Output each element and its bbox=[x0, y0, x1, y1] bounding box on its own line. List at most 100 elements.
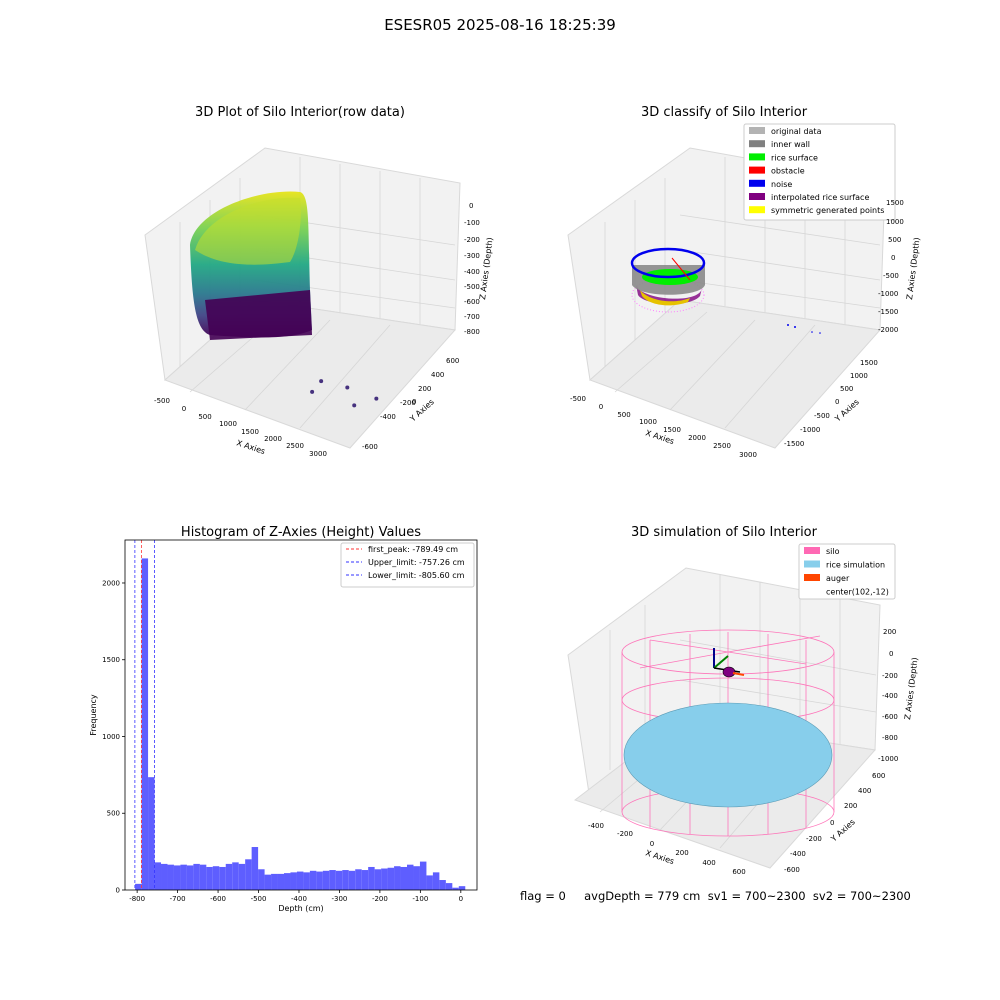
hist-ytick-label: 500 bbox=[107, 810, 120, 818]
ax2-legend-swatch bbox=[749, 193, 765, 200]
hist-legend-label: Lower_limit: -805.60 cm bbox=[368, 571, 465, 580]
ax1-y-ticks: -600 -400 -200 0 200 400 600 bbox=[362, 357, 459, 451]
ax1-xtick: 1000 bbox=[219, 420, 237, 428]
ax4-ztick: -600 bbox=[882, 713, 898, 721]
ax2-ytick: -1000 bbox=[800, 426, 820, 434]
ax2-ztick: 0 bbox=[891, 254, 895, 262]
ax4-ytick: -600 bbox=[784, 866, 800, 874]
hist-bar bbox=[251, 847, 259, 890]
ax2-noise-point bbox=[794, 326, 796, 328]
ax1-ytick: 400 bbox=[431, 371, 444, 379]
hist-bar bbox=[381, 868, 388, 890]
hist-bar bbox=[419, 861, 427, 890]
ax4-legend-label: silo bbox=[826, 547, 840, 556]
ax1-noise-point bbox=[345, 385, 350, 390]
ax1-ztick: -100 bbox=[464, 219, 480, 227]
ax2-ztick: 500 bbox=[888, 236, 901, 244]
ax2-zlabel: Z Axies (Depth) bbox=[905, 237, 922, 300]
hist-bar bbox=[407, 864, 414, 890]
ax2-noise-point bbox=[819, 332, 821, 334]
ax4-ytick: 200 bbox=[844, 802, 857, 810]
ax4-legend-label: rice simulation bbox=[826, 561, 885, 570]
hist-bar bbox=[219, 866, 226, 890]
ax2-ytick: -500 bbox=[814, 412, 830, 420]
hist-bar bbox=[245, 859, 252, 890]
hist-bar bbox=[348, 870, 356, 890]
hist-xtick-label: -200 bbox=[372, 895, 388, 903]
ax2-ytick: 1000 bbox=[850, 372, 868, 380]
hist-bar bbox=[445, 883, 453, 890]
hist-xtick-label: -500 bbox=[251, 895, 267, 903]
ax2-ztick: -500 bbox=[883, 272, 899, 280]
hist-bar bbox=[232, 862, 239, 890]
ax1-xlabel: X Axies bbox=[235, 438, 266, 456]
ax2-x-ticks: -500 0 500 1000 1500 2000 2500 3000 bbox=[570, 395, 757, 459]
ax2-obstacle bbox=[671, 257, 691, 281]
hist-xtick-label: -100 bbox=[412, 895, 428, 903]
hist-bar bbox=[212, 866, 220, 890]
ax2-noise-rim bbox=[630, 247, 706, 279]
ax2-xtick: 500 bbox=[617, 411, 630, 419]
ax2-xtick: 2500 bbox=[713, 442, 731, 450]
ax2-symmetric-points bbox=[631, 277, 705, 313]
ax4-legend-swatch bbox=[804, 560, 820, 568]
ax4-ztick: 0 bbox=[889, 650, 893, 658]
hist-xtick-label: 0 bbox=[459, 895, 463, 903]
simulation-3d-plot: 3D simulation of Silo Interior bbox=[567, 525, 920, 876]
ax4-legend-label: auger bbox=[826, 574, 850, 583]
hist-xtick-label: -700 bbox=[170, 895, 186, 903]
ax1-ztick: -600 bbox=[464, 298, 480, 306]
hist-bar bbox=[368, 866, 375, 890]
ax2-ztick: -2000 bbox=[878, 326, 898, 334]
ax4-ytick: 0 bbox=[830, 819, 834, 827]
hist-bar bbox=[309, 870, 317, 890]
ax4-xtick: 600 bbox=[732, 868, 745, 876]
hist-bar bbox=[148, 777, 155, 890]
hist-bars bbox=[135, 558, 466, 890]
ax1-xtick: 2500 bbox=[286, 442, 304, 450]
ax2-ztick: -1500 bbox=[878, 308, 898, 316]
ax2-xtick: -500 bbox=[570, 395, 586, 403]
hist-ytick-label: 1000 bbox=[102, 733, 120, 741]
ax4-auger bbox=[722, 666, 736, 678]
ax1-xtick: 0 bbox=[182, 405, 186, 413]
hist-bar bbox=[355, 869, 362, 890]
hist-xtick-label: -300 bbox=[331, 895, 347, 903]
ax1-xtick: 2000 bbox=[264, 435, 282, 443]
ax1-ztick: -800 bbox=[464, 328, 480, 336]
hist-x-ticks: -800 -700 -600 -500 -400 -300 -200 -100 0 bbox=[129, 890, 463, 903]
ax1-ytick: 200 bbox=[418, 385, 431, 393]
ax1-noise-point bbox=[352, 403, 357, 408]
hist-bar bbox=[167, 864, 174, 890]
hist-bar bbox=[322, 870, 330, 890]
hist-bar bbox=[277, 873, 285, 890]
ax2-legend-swatch bbox=[749, 153, 765, 161]
hist-legend-label: first_peak: -789.49 cm bbox=[368, 545, 458, 554]
ax1-xtick: 500 bbox=[198, 413, 211, 421]
hist-bar bbox=[264, 874, 272, 890]
hist-bar bbox=[238, 863, 246, 890]
ax3-xlabel: Depth (cm) bbox=[278, 904, 323, 913]
ax2-legend-label: inner wall bbox=[771, 140, 810, 149]
hist-bar bbox=[316, 871, 323, 890]
ax4-xtick: -400 bbox=[588, 822, 604, 830]
status-line: flag = 0 avgDepth = 779 cm sv1 = 700~230… bbox=[520, 889, 911, 903]
ax4-xtick: 0 bbox=[650, 840, 654, 848]
hist-bar bbox=[400, 866, 408, 890]
ax4-xtick: 200 bbox=[675, 849, 688, 857]
ax4-title: 3D simulation of Silo Interior bbox=[631, 525, 818, 540]
hist-bar bbox=[439, 880, 446, 890]
ax1-ztick: -300 bbox=[464, 252, 480, 260]
hist-bar bbox=[199, 864, 207, 890]
ax3-title: Histogram of Z-Axies (Height) Values bbox=[181, 525, 421, 540]
hist-bar bbox=[141, 558, 149, 890]
hist-bar bbox=[387, 867, 395, 890]
ax2-legend: original data inner wall rice surface obsta… bbox=[743, 123, 896, 221]
ax4-ztick: -400 bbox=[882, 692, 898, 700]
hist-bar bbox=[161, 863, 168, 890]
hist-bar bbox=[374, 869, 382, 890]
ax2-xtick: 3000 bbox=[739, 451, 757, 459]
ax1-z-ticks: 0 -100 -200 -300 -400 -500 -600 -700 -80… bbox=[464, 202, 480, 336]
hist-bar bbox=[342, 870, 349, 890]
ax4-legend: silo rice simulation auger center(102,-12) bbox=[798, 543, 896, 600]
